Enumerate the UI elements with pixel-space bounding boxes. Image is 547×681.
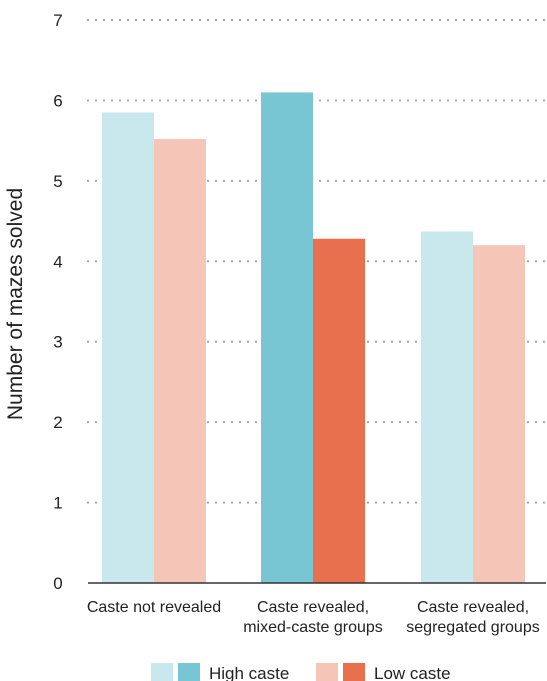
y-tick-label-0: 0 — [53, 574, 62, 593]
y-tick-label-1: 1 — [53, 494, 62, 513]
y-tick-label-4: 4 — [53, 252, 62, 271]
x-tick-label-2: Caste revealed, mixed-caste groups — [243, 599, 383, 636]
y-axis-label: Number of mazes solved — [4, 188, 27, 420]
legend-label-low-caste: Low caste — [374, 664, 451, 681]
legend-swatch-low-caste-1 — [316, 663, 338, 681]
legend-label-high-caste: High caste — [209, 664, 289, 681]
x-tick-label-3: Caste revealed, segregated groups — [406, 599, 539, 636]
bar-high-caste-3 — [421, 231, 473, 583]
y-tick-label-6: 6 — [53, 91, 62, 110]
y-tick-label-5: 5 — [53, 172, 62, 191]
legend-swatch-high-caste-1 — [151, 663, 173, 681]
bar-high-caste-1 — [102, 112, 154, 583]
y-tick-label-7: 7 — [53, 11, 62, 30]
x-tick-label-1: Caste not revealed — [87, 599, 221, 616]
legend-swatch-high-caste-2 — [178, 663, 200, 681]
bars — [102, 92, 525, 583]
legend: High caste Low caste — [151, 663, 451, 681]
bar-low-caste-1 — [154, 139, 206, 583]
y-tick-label-3: 3 — [53, 333, 62, 352]
y-tick-labels: 0 1 2 3 4 5 6 7 — [53, 11, 62, 593]
x-tick-labels: Caste not revealed Caste revealed, mixed-c… — [87, 599, 540, 636]
bar-low-caste-2 — [313, 238, 365, 583]
bar-high-caste-2 — [261, 92, 313, 583]
y-tick-label-2: 2 — [53, 413, 62, 432]
bar-low-caste-3 — [473, 245, 525, 583]
legend-swatch-low-caste-2 — [343, 663, 365, 681]
